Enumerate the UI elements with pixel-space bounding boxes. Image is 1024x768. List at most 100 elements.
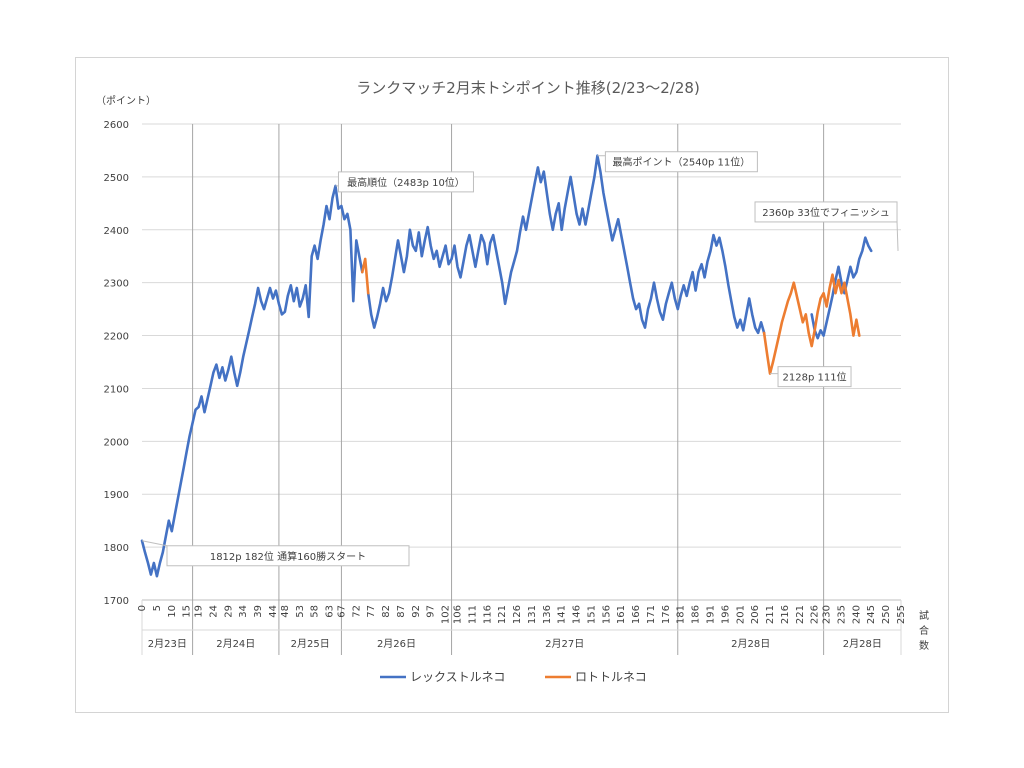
y-tick-label: 2500: [104, 173, 129, 184]
x-tick-label: 24: [208, 605, 219, 618]
x-tick-label: 250: [881, 605, 892, 624]
x-tick-label: 216: [780, 605, 791, 624]
x-tick-label: 15: [182, 605, 193, 618]
callout-label: 1812p 182位 通算160勝スタート: [210, 550, 366, 563]
callout-box: [604, 151, 758, 173]
x-axis-label-char: 試: [919, 609, 929, 622]
x-tick-label: 39: [253, 605, 264, 618]
x-tick-label: 181: [676, 605, 687, 624]
series-line-segment: [366, 154, 766, 335]
x-tick-label: 58: [310, 605, 321, 618]
x-tick-label: 221: [795, 605, 806, 624]
x-tick-label: 77: [366, 605, 377, 618]
day-label: 2月25日: [291, 638, 330, 650]
x-tick-label: 19: [194, 605, 205, 618]
series-line-segment: [762, 273, 861, 375]
x-tick-label: 67: [336, 605, 347, 618]
y-axis-label: （ポイント）: [96, 95, 156, 107]
day-label: 2月28日: [731, 638, 770, 650]
y-axis-ticks: 1700 1800 1900 2000 2100 2200 2300 2400 2500 2600: [104, 120, 129, 607]
x-tick-label: 44: [268, 605, 279, 618]
x-tick-label: 141: [557, 605, 568, 624]
x-tick-label: 211: [765, 605, 776, 624]
y-tick-label: 2100: [104, 384, 129, 395]
x-tick-label: 48: [280, 605, 291, 618]
x-tick-label: 34: [238, 605, 249, 618]
x-tick-label: 29: [223, 605, 234, 618]
x-tick-label: 226: [810, 605, 821, 624]
x-tick-label: 92: [411, 605, 422, 618]
callout-leader: [141, 540, 168, 547]
x-tick-label: 121: [497, 605, 508, 624]
day-label: 2月28日: [843, 638, 882, 650]
x-tick-label: 166: [631, 605, 642, 624]
series-lines: [140, 154, 873, 578]
x-tick-label: 191: [706, 605, 717, 624]
callout-label: 最高順位（2483p 10位）: [347, 176, 465, 189]
x-tick-label: 196: [720, 605, 731, 624]
x-tick-label: 136: [542, 605, 553, 624]
day-separators: [141, 124, 902, 655]
callout-box: [166, 545, 410, 567]
callout-label: 最高ポイント（2540p 11位）: [613, 156, 751, 169]
grid-lines: [142, 123, 901, 601]
y-tick-label: 2200: [104, 332, 129, 343]
series-line-segment: [360, 257, 370, 295]
x-tick-label: 206: [750, 605, 761, 624]
x-tick-label: 201: [735, 605, 746, 624]
y-tick-label: 2300: [104, 279, 129, 290]
x-tick-label: 255: [896, 605, 907, 624]
x-tick-label: 116: [482, 605, 493, 624]
x-tick-label: 102: [441, 605, 452, 624]
x-tick-label: 245: [866, 605, 877, 624]
x-tick-label: 126: [512, 605, 523, 624]
x-tick-label: 82: [381, 605, 392, 618]
x-tick-label: 97: [426, 605, 437, 618]
x-tick-label: 151: [586, 605, 597, 624]
x-tick-label: 171: [646, 605, 657, 624]
x-tick-label: 230: [822, 605, 833, 624]
series-line-segment: [810, 236, 873, 340]
x-tick-label: 161: [616, 605, 627, 624]
x-axis-label-char: 数: [919, 639, 929, 652]
x-tick-label: 10: [167, 605, 178, 618]
callout-leader: [896, 221, 899, 251]
day-labels: 2月23日 2月24日 2月25日 2月26日 2月27日 2月28日 2月28日: [148, 638, 882, 650]
x-tick-label: 156: [601, 605, 612, 624]
legend-label: ロトトルネコ: [575, 670, 647, 684]
x-tick-label: 87: [396, 605, 407, 618]
callout-box: [777, 366, 852, 388]
x-tick-label: 186: [691, 605, 702, 624]
callout-box: [754, 201, 898, 223]
y-tick-label: 1800: [104, 543, 129, 554]
x-tick-label: 0: [137, 605, 148, 611]
x-tick-label: 63: [325, 605, 336, 618]
x-tick-label: 131: [527, 605, 538, 624]
x-tick-label: 111: [467, 605, 478, 624]
x-tick-label: 53: [295, 605, 306, 618]
callout-label: 2360p 33位でフィニッシュ: [762, 206, 890, 219]
callouts: 最高順位（2483p 10位） 最高ポイント（2540p 11位） 2360p 33…: [141, 151, 899, 567]
x-tick-label: 5: [152, 605, 163, 611]
x-axis-ticks: 0 5 10 15 19 24 29 34 39 44 48 53 58 63 67 72 77 82 87 92 97…: [137, 605, 907, 624]
callout-box: [337, 171, 474, 193]
legend-label: レックストルネコ: [410, 670, 505, 684]
day-label: 2月24日: [216, 638, 255, 650]
day-label: 2月23日: [148, 638, 187, 650]
y-tick-label: 1700: [104, 596, 129, 607]
day-label: 2月27日: [545, 638, 584, 650]
x-tick-label: 240: [851, 605, 862, 624]
y-tick-label: 2400: [104, 226, 129, 237]
y-tick-label: 2000: [104, 437, 129, 448]
y-tick-label: 1900: [104, 490, 129, 501]
day-label: 2月26日: [377, 638, 416, 650]
chart-title: ランクマッチ2月末トシポイント推移(2/23〜2/28): [356, 79, 700, 97]
x-tick-label: 72: [351, 605, 362, 618]
x-axis-label: 試合数: [919, 609, 929, 652]
x-tick-label: 106: [453, 605, 464, 624]
series-line-segment: [140, 184, 364, 578]
x-axis-label-char: 合: [919, 624, 929, 637]
callout-label: 2128p 111位: [783, 371, 847, 384]
x-tick-label: 176: [661, 605, 672, 624]
